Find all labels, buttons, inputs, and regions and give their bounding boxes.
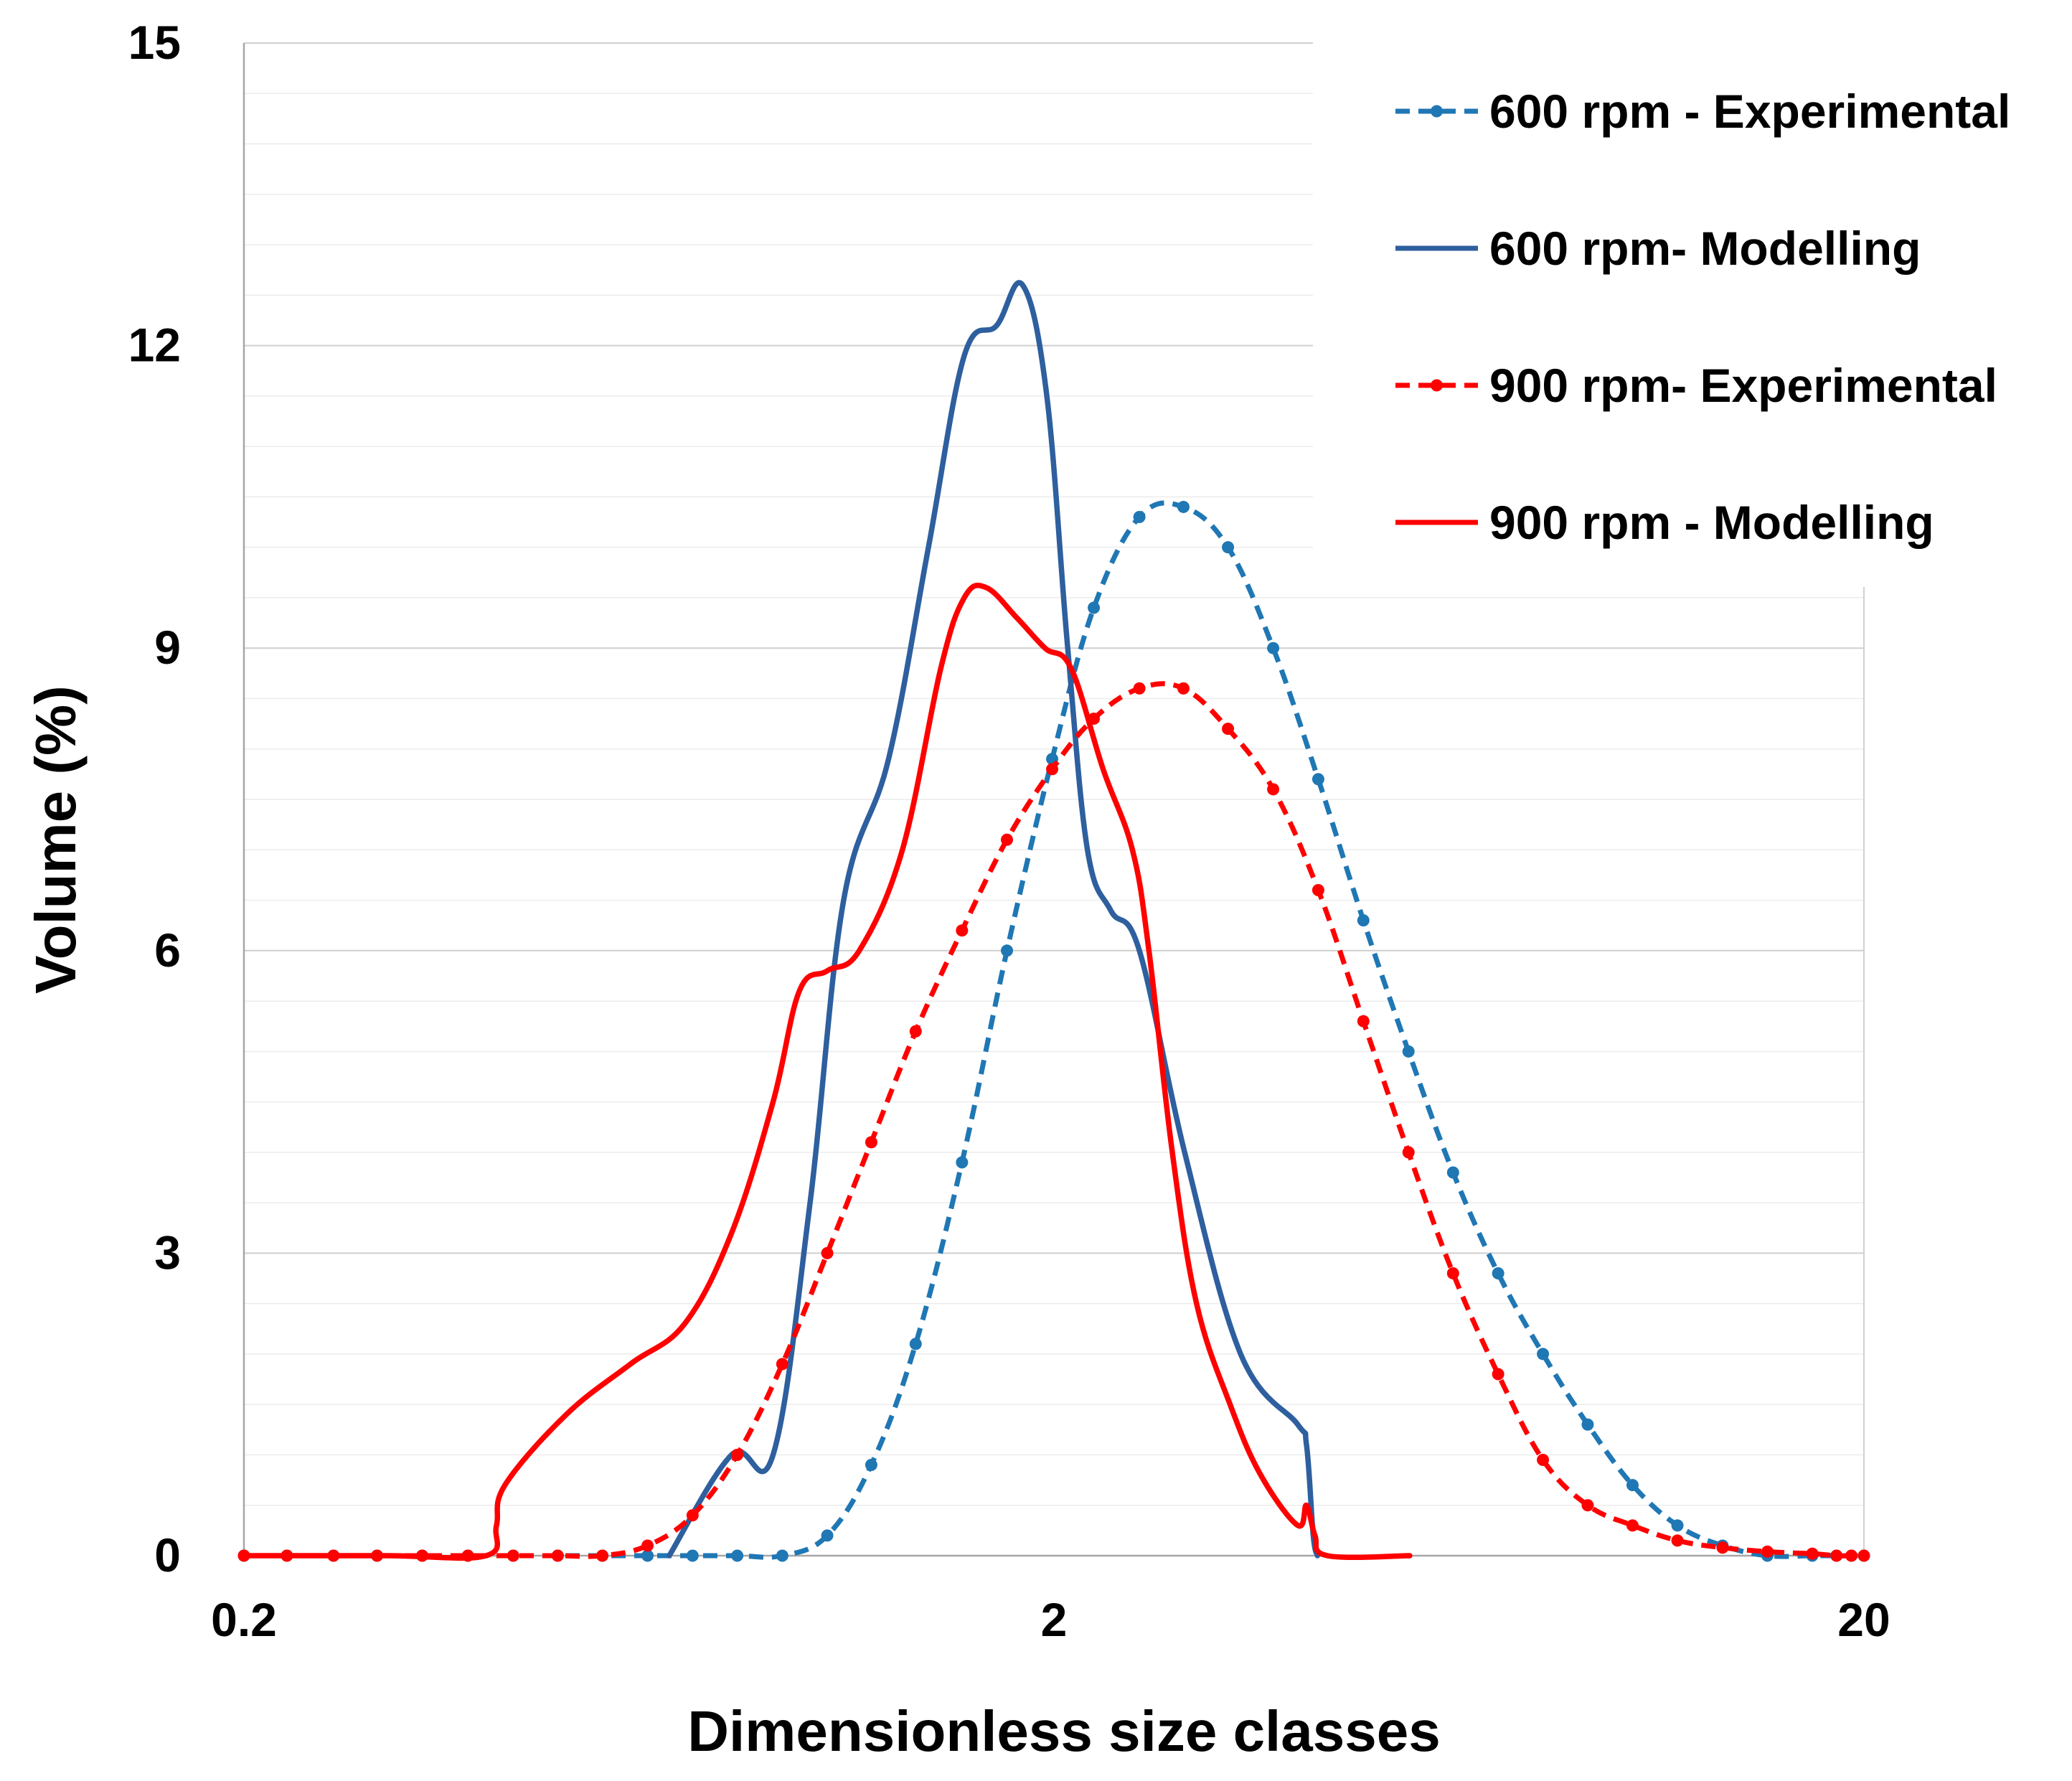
data-point	[1402, 1045, 1415, 1058]
data-point	[641, 1549, 654, 1562]
legend-swatch-marker	[1431, 379, 1443, 392]
x-tick-label: 20	[1837, 1593, 1890, 1646]
legend-label: 900 rpm- Experimental	[1489, 359, 1997, 412]
legend: 600 rpm - Experimental 600 rpm- Modelling…	[1313, 42, 2068, 587]
legend-item-600-rpm-experimental: 600 rpm - Experimental	[1395, 85, 2010, 138]
data-point	[1046, 763, 1059, 776]
x-tick-label: 2	[1041, 1593, 1068, 1646]
y-tick-label: 6	[154, 924, 181, 977]
y-axis-title: Volume (%)	[24, 685, 88, 994]
data-point	[821, 1246, 834, 1259]
data-point	[1537, 1453, 1550, 1466]
data-point	[1177, 500, 1190, 513]
data-point	[909, 1025, 922, 1038]
data-point	[1133, 682, 1146, 695]
data-point	[731, 1549, 744, 1562]
data-point	[956, 1156, 969, 1169]
data-point	[1177, 682, 1190, 695]
legend-item-900-rpm-experimental: 900 rpm- Experimental	[1395, 359, 1997, 412]
data-point	[686, 1549, 699, 1562]
legend-label: 600 rpm- Modelling	[1489, 222, 1921, 275]
legend-item-600-rpm-modelling: 600 rpm- Modelling	[1395, 222, 1921, 275]
data-point	[1088, 601, 1101, 614]
data-point	[821, 1529, 834, 1542]
plot-area	[237, 280, 1870, 1562]
x-axis-title: Dimensionless size classes	[687, 1699, 1441, 1763]
data-point	[865, 1136, 877, 1149]
data-point	[1357, 914, 1370, 927]
data-point	[1671, 1534, 1684, 1547]
data-point	[1446, 1267, 1459, 1280]
data-point	[551, 1549, 564, 1562]
axes: 0 3 6 9 12 15 0.2 2 20	[128, 16, 1890, 1646]
x-tick-label: 0.2	[211, 1593, 277, 1646]
data-point	[641, 1539, 654, 1552]
data-point	[1581, 1418, 1594, 1431]
data-point	[1402, 1146, 1415, 1159]
data-point	[1446, 1166, 1459, 1179]
data-point	[909, 1338, 922, 1350]
data-point	[1830, 1549, 1843, 1562]
y-tick-label: 9	[154, 621, 181, 674]
legend-item-900-rpm-modelling: 900 rpm - Modelling	[1395, 496, 1934, 549]
series-line	[667, 280, 1321, 1559]
data-point	[956, 924, 969, 937]
data-point	[776, 1549, 788, 1562]
series-600-rpm-modelling	[667, 280, 1321, 1559]
data-point	[1626, 1479, 1639, 1492]
legend-label: 600 rpm - Experimental	[1489, 85, 2010, 138]
data-point	[1716, 1541, 1729, 1554]
data-point	[1267, 642, 1280, 654]
data-point	[1581, 1499, 1594, 1512]
data-point	[1671, 1519, 1684, 1532]
legend-label: 900 rpm - Modelling	[1489, 496, 1934, 549]
legend-swatch-marker	[1431, 105, 1443, 118]
data-point	[731, 1448, 744, 1461]
data-point	[1222, 541, 1235, 554]
data-point	[1267, 783, 1280, 796]
data-point	[1537, 1348, 1550, 1361]
data-point	[1357, 1015, 1370, 1028]
data-point	[1626, 1519, 1639, 1532]
legend-background	[1313, 42, 2068, 587]
data-point	[1001, 944, 1014, 957]
data-point	[1857, 1549, 1870, 1562]
data-point	[1312, 883, 1324, 896]
y-tick-label: 15	[128, 16, 181, 69]
y-tick-label: 12	[128, 319, 181, 372]
series-900-rpm-modelling	[241, 583, 1413, 1561]
data-point	[1001, 833, 1014, 846]
data-point	[596, 1549, 609, 1562]
data-point	[865, 1459, 877, 1472]
series-line	[243, 681, 1864, 1559]
series-line	[241, 583, 1413, 1561]
y-tick-label: 3	[154, 1226, 181, 1279]
data-point	[1222, 723, 1235, 736]
data-point	[1761, 1545, 1774, 1558]
y-tick-label: 0	[154, 1528, 181, 1582]
data-point	[1845, 1549, 1858, 1562]
data-point	[1133, 511, 1146, 524]
data-point	[776, 1358, 788, 1371]
data-point	[507, 1549, 519, 1562]
data-point	[1806, 1547, 1819, 1560]
data-point	[1492, 1267, 1504, 1280]
data-point	[686, 1509, 699, 1522]
data-point	[1492, 1368, 1504, 1381]
data-point	[1312, 773, 1324, 786]
